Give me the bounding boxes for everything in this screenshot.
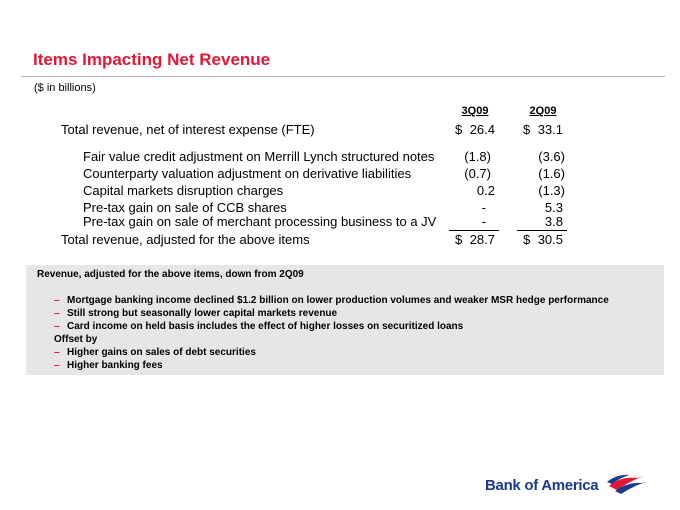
currency-symbol: $ [523, 232, 531, 247]
row-label: Total revenue, adjusted for the above it… [61, 232, 310, 247]
summary-panel: Revenue, adjusted for the above items, d… [26, 265, 664, 375]
logo-wordmark: Bank of America [485, 477, 599, 494]
value-2q09: 33.1 [537, 122, 563, 137]
column-header-2q09: 2Q09 [529, 105, 557, 117]
dash-bullet-icon: – [54, 347, 60, 358]
currency-symbol: $ [455, 232, 463, 247]
row-label: Fair value credit adjustment on Merrill … [83, 149, 435, 164]
value-2q09: 3.8 [544, 214, 563, 229]
value-2q09: (1.3) [538, 183, 565, 198]
value-3q09: 26.4 [469, 122, 495, 137]
summary-heading: Revenue, adjusted for the above items, d… [37, 269, 304, 280]
row-label: Pre-tax gain on sale of merchant process… [83, 214, 437, 229]
bullet-text: Card income on held basis includes the e… [67, 321, 464, 332]
row-label: Pre-tax gain on sale of CCB shares [83, 200, 287, 215]
units-note: ($ in billions) [34, 82, 96, 94]
row-label: Capital markets disruption charges [83, 183, 284, 198]
currency-symbol: $ [523, 122, 531, 137]
page-title: Items Impacting Net Revenue [33, 50, 271, 69]
currency-symbol: $ [455, 122, 463, 137]
value-2q09: 30.5 [537, 232, 563, 247]
subtotal-underline [517, 230, 567, 231]
subtotal-underline [449, 230, 499, 231]
value-3q09: (0.7) [464, 166, 491, 181]
offset-label: Offset by [54, 334, 98, 345]
bullet-text: Mortgage banking income declined $1.2 bi… [67, 295, 609, 306]
value-3q09: (1.8) [464, 149, 491, 164]
value-2q09: 5.3 [544, 200, 563, 215]
dash-bullet-icon: – [54, 360, 60, 371]
value-2q09: (3.6) [538, 149, 565, 164]
dash-bullet-icon: – [54, 295, 60, 306]
value-3q09: - [481, 200, 486, 215]
value-3q09: 28.7 [469, 232, 495, 247]
value-2q09: (1.6) [538, 166, 565, 181]
dash-bullet-icon: – [54, 321, 60, 332]
column-header-3q09: 3Q09 [461, 105, 489, 117]
title-divider [21, 76, 665, 77]
row-label: Total revenue, net of interest expense (… [61, 122, 315, 137]
value-3q09: 0.2 [476, 183, 495, 198]
row-label: Counterparty valuation adjustment on der… [83, 166, 412, 181]
bullet-text: Still strong but seasonally lower capita… [67, 308, 338, 319]
bullet-text: Higher gains on sales of debt securities [67, 347, 256, 358]
bullet-text: Higher banking fees [67, 360, 163, 371]
value-3q09: - [481, 214, 486, 229]
flag-icon [607, 474, 646, 494]
dash-bullet-icon: – [54, 308, 60, 319]
